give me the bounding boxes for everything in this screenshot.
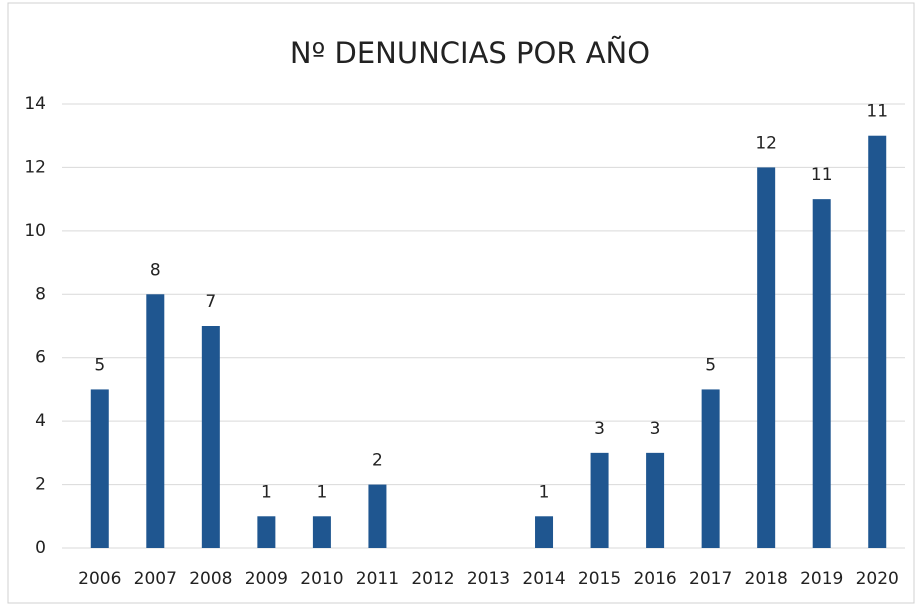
x-tick-label: 2016 (633, 569, 676, 589)
data-label: 2 (372, 451, 383, 471)
x-tick-label: 2007 (134, 569, 177, 589)
data-label: 7 (205, 292, 216, 312)
x-tick-label: 2013 (467, 569, 510, 589)
data-label: 12 (755, 133, 777, 153)
y-tick-label: 4 (35, 411, 46, 431)
data-label: 5 (94, 355, 105, 375)
data-label: 8 (150, 260, 161, 280)
bar (590, 452, 609, 548)
bar (146, 294, 165, 548)
x-tick-label: 2019 (800, 569, 843, 589)
x-tick-label: 2006 (78, 569, 121, 589)
x-tick-label: 2018 (745, 569, 788, 589)
data-label: 5 (705, 355, 716, 375)
bar (812, 199, 831, 548)
bar (646, 452, 665, 548)
x-tick-label: 2012 (411, 569, 454, 589)
y-tick-label: 12 (24, 157, 46, 177)
data-label: 3 (594, 419, 605, 439)
data-label: 1 (261, 482, 272, 502)
data-label: 1 (539, 482, 550, 502)
bar (535, 516, 554, 548)
bar (701, 389, 720, 548)
bar (201, 326, 220, 548)
x-tick-label: 2011 (356, 569, 399, 589)
data-label: 1 (316, 482, 327, 502)
bar (868, 135, 887, 548)
data-label: 3 (650, 419, 661, 439)
x-tick-label: 2020 (856, 569, 899, 589)
x-tick-label: 2008 (189, 569, 232, 589)
bar (368, 484, 387, 548)
x-tick-label: 2010 (300, 569, 343, 589)
bar (312, 516, 331, 548)
y-tick-label: 2 (35, 475, 46, 495)
bar (90, 389, 109, 548)
x-tick-label: 2014 (522, 569, 565, 589)
x-tick-label: 2017 (689, 569, 732, 589)
bar (757, 167, 776, 548)
chart-title: Nº DENUNCIAS POR AÑO (290, 36, 650, 70)
x-tick-label: 2009 (245, 569, 288, 589)
data-label: 11 (866, 102, 888, 122)
y-tick-label: 6 (35, 348, 46, 368)
y-tick-label: 14 (24, 94, 46, 114)
bar (257, 516, 276, 548)
data-label: 11 (811, 165, 833, 185)
x-tick-label: 2015 (578, 569, 621, 589)
y-tick-label: 10 (24, 221, 46, 241)
y-tick-label: 0 (35, 538, 46, 558)
y-tick-label: 8 (35, 284, 46, 304)
chart-border (7, 2, 915, 604)
